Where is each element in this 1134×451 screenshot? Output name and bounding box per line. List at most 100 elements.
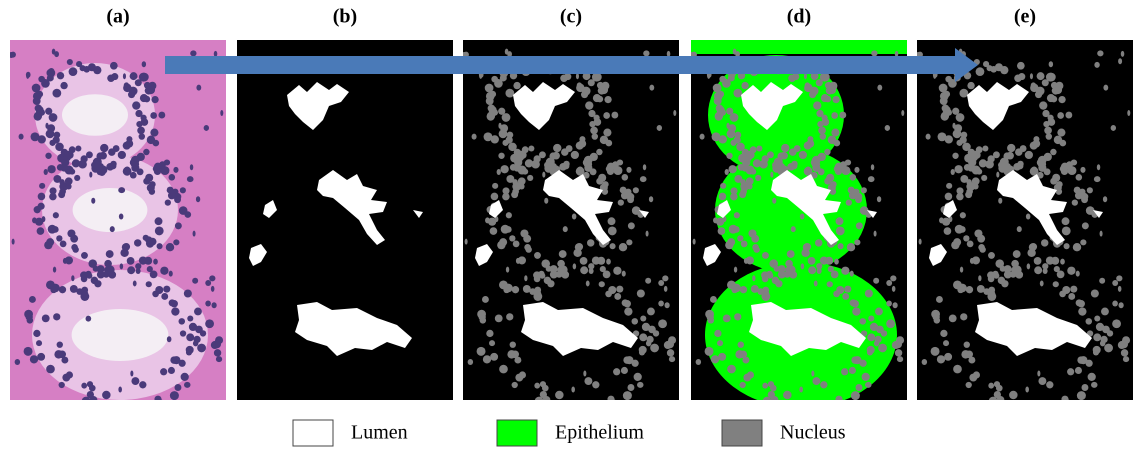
nucleus [856,222,863,229]
nucleus [868,315,874,321]
nucleus [61,149,68,156]
nucleus [846,200,852,206]
nucleus [1118,58,1122,64]
nucleus [523,235,531,243]
nucleus [1054,86,1062,94]
nucleus [1027,263,1031,269]
nucleus [1017,163,1024,170]
nucleus [123,73,126,79]
nucleus [841,267,849,275]
nucleus [37,227,45,235]
nucleus [571,151,579,159]
nucleus [110,163,117,170]
nucleus [1003,152,1010,159]
nucleus [550,271,558,279]
nucleus [617,159,623,165]
nucleus [1112,280,1118,286]
nucleus [726,123,729,129]
nucleus [626,239,632,245]
nucleus [30,355,38,363]
nucleus [728,165,736,173]
nucleus [770,385,777,392]
nucleus [586,280,590,286]
nucleus [34,113,42,121]
nucleus [66,371,73,378]
nucleus [1081,196,1088,203]
nucleus [1101,308,1109,316]
nucleus [482,296,489,303]
nucleus [1044,168,1051,175]
nucleus [631,318,638,325]
nucleus [133,280,137,286]
nucleus [130,371,133,377]
nucleus [160,368,167,375]
nucleus [91,198,95,204]
nucleus [815,239,822,246]
nucleus [805,166,811,172]
nucleus [1097,164,1100,170]
nucleus [600,86,608,94]
nucleus [1111,125,1116,131]
nucleus [804,73,807,79]
nucleus [57,72,64,79]
nucleus [861,187,867,193]
nucleus [38,76,45,83]
nucleus [67,59,73,65]
nucleus [803,243,811,251]
nucleus [953,365,962,374]
nucleus [716,104,724,112]
nucleus [93,66,101,74]
nucleus [49,187,56,194]
nucleus [719,76,726,83]
nucleus [1121,51,1125,57]
nucleus [534,252,541,259]
nucleus [603,112,610,119]
nucleus [755,175,761,181]
nucleus [949,315,957,323]
nucleus [762,252,769,259]
nucleus [71,275,74,281]
nucleus [751,235,759,243]
nucleus [705,347,714,356]
nucleus [544,198,548,204]
nucleus [640,315,646,321]
nucleus [1073,243,1081,251]
nucleus [717,340,723,346]
nucleus [886,301,892,307]
nucleus [665,302,670,308]
nucleus [492,183,498,189]
nucleus [853,356,861,364]
nucleus [1078,300,1085,307]
nucleus [945,193,953,201]
nucleus [514,149,521,156]
nucleus [54,51,59,57]
nucleus [1094,176,1101,182]
nucleus [851,391,860,400]
nucleus [713,217,718,223]
nucleus [543,396,551,404]
nucleus [1009,391,1018,400]
nucleus [86,316,92,322]
nucleus [1026,214,1031,220]
nucleus [59,188,66,195]
nucleus [147,184,155,192]
nucleus [964,342,970,348]
nucleus [649,196,653,202]
nucleus [1051,257,1059,265]
nucleus [877,196,881,202]
nucleus [35,104,43,112]
nucleus [808,266,816,274]
nucleus [1112,301,1118,307]
nucleus [1100,340,1105,346]
nucleus [1011,260,1019,268]
nucleus [938,132,947,141]
legend: LumenEpitheliumNucleus [293,420,846,446]
nucleus [110,62,118,70]
nucleus [1065,112,1072,119]
nucleus [849,367,856,374]
nucleus [619,243,627,251]
nucleus [1093,333,1101,341]
nucleus [854,167,859,173]
nucleus [886,319,895,328]
nucleus [472,134,477,140]
